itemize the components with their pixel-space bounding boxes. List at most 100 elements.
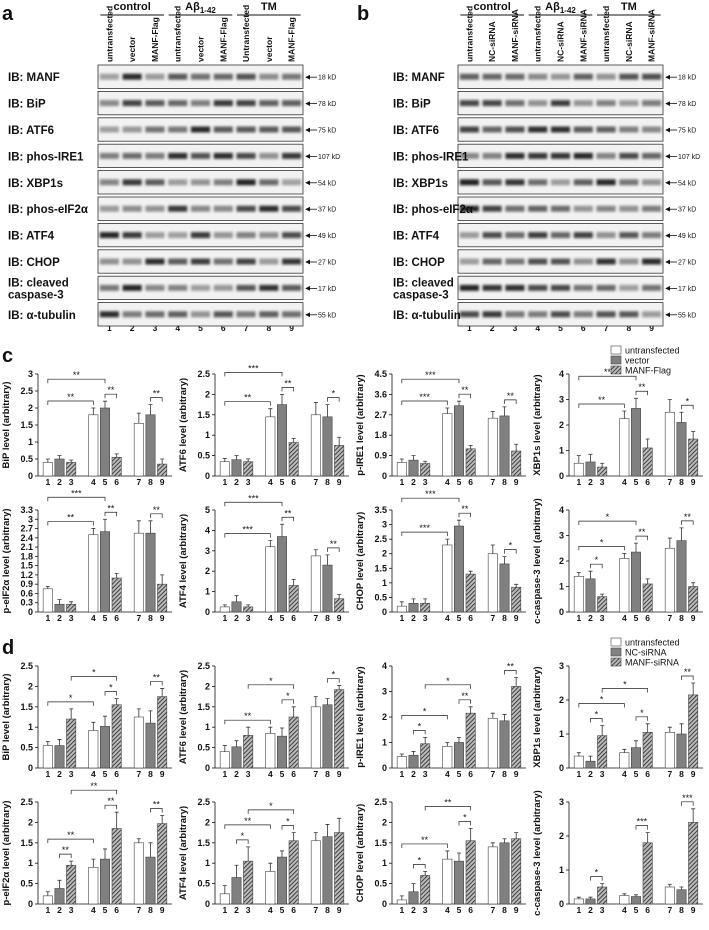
y-tick-label: 1 <box>205 858 210 868</box>
x-tick-label: 2 <box>234 477 239 487</box>
x-tick-label: 2 <box>588 905 593 915</box>
y-tick-label: 1.5 <box>374 563 387 573</box>
blot-band <box>122 284 142 291</box>
error-bar <box>136 708 141 717</box>
size-label: 107 kD <box>678 154 700 161</box>
x-tick-label: 7 <box>667 613 672 623</box>
x-tick-label: 6 <box>468 769 473 779</box>
bar <box>631 747 641 769</box>
significance-bracket <box>224 533 271 538</box>
y-axis-label: p-eIF2α level (arbitrary) <box>1 508 12 613</box>
significance-label: ** <box>638 382 646 392</box>
bar <box>310 555 321 613</box>
blot-band <box>459 152 479 159</box>
error-bar <box>445 742 450 747</box>
row-label: IB: phos-IRE1 <box>393 151 469 163</box>
blot-band <box>642 179 662 186</box>
blot-band <box>642 258 662 265</box>
significance-label: ** <box>421 835 429 845</box>
y-tick-label: 1.5 <box>374 838 387 848</box>
blot-band <box>213 258 233 265</box>
x-tick-label: 3 <box>600 905 605 915</box>
y-tick-label: 3 <box>559 395 564 405</box>
lane-number: 3 <box>153 323 158 333</box>
y-tick-label: 0 <box>559 471 564 481</box>
blot-band <box>190 258 211 265</box>
y-tick-label: 1 <box>28 858 33 868</box>
row-label: IB: α-tubulin <box>393 310 461 322</box>
x-tick-label: 3 <box>423 477 428 487</box>
x-tick-label: 5 <box>103 477 108 487</box>
bar <box>54 603 65 613</box>
significance-label: ** <box>244 711 252 721</box>
significance-bracket <box>224 401 271 406</box>
bar <box>88 730 99 769</box>
error-bar <box>325 698 330 705</box>
blot-band <box>190 100 211 107</box>
y-tick-label: 2 <box>382 549 387 559</box>
y-tick-label: 0 <box>382 607 387 617</box>
y-axis-label: p-eIF2α level (arbitrary) <box>1 800 12 905</box>
group-label: Aβ1-42 <box>545 1 576 15</box>
x-tick-label: 4 <box>91 613 96 623</box>
blot-band <box>596 284 616 291</box>
x-tick-label: 4 <box>445 769 450 779</box>
lane-label: NC-siRNA <box>556 21 566 62</box>
x-tick-label: 6 <box>291 613 296 623</box>
error-bar <box>691 808 696 823</box>
bar <box>42 745 53 769</box>
significance-bracket <box>578 403 625 408</box>
blot-band <box>596 232 616 239</box>
bar <box>619 418 630 477</box>
bar <box>573 462 584 477</box>
x-tick-label: 6 <box>291 769 296 779</box>
significance-label: *** <box>419 523 430 533</box>
error-bar <box>148 842 153 858</box>
y-tick-label: 2.5 <box>197 369 210 379</box>
y-tick-label: 1 <box>205 587 210 597</box>
y-axis-label: XBP1s level (arbitrary) <box>532 666 543 767</box>
x-tick-label: 9 <box>160 905 165 915</box>
blot-band <box>528 284 548 291</box>
error-bar <box>457 519 461 527</box>
x-tick-label: 6 <box>291 477 296 487</box>
x-tick-label: 3 <box>246 769 251 779</box>
significance-bracket <box>413 864 426 869</box>
blot-band <box>482 284 502 291</box>
x-tick-label: 7 <box>313 613 318 623</box>
x-tick-label: 1 <box>576 769 581 779</box>
x-tick-label: 9 <box>691 769 696 779</box>
significance-bracket <box>104 393 118 399</box>
y-axis-label: c-caspase-3 level (arbitrary) <box>532 790 543 916</box>
blot-band <box>505 205 525 212</box>
x-tick-label: 7 <box>136 613 141 623</box>
error-bar <box>622 748 627 753</box>
bar <box>334 832 345 905</box>
significance-label: ** <box>62 845 70 855</box>
x-tick-label: 5 <box>103 905 108 915</box>
y-tick-label: 1 <box>559 729 564 739</box>
bar <box>585 461 596 477</box>
bar <box>310 706 321 769</box>
significance-label: ** <box>444 798 452 808</box>
legend-swatch <box>610 637 622 647</box>
error-bar <box>576 572 581 577</box>
error-bar <box>679 886 684 890</box>
blot-band <box>550 152 571 159</box>
blot-band <box>213 126 233 133</box>
row-label: caspase-3 <box>8 289 64 301</box>
y-tick-label: 3 <box>559 797 564 807</box>
error-bar <box>45 458 50 463</box>
x-tick-label: 2 <box>411 477 416 487</box>
x-tick-label: 4 <box>91 477 96 487</box>
error-bar <box>667 883 672 887</box>
bar <box>619 895 630 905</box>
x-tick-label: 9 <box>160 769 165 779</box>
x-tick-label: 1 <box>222 769 227 779</box>
significance-bracket <box>104 511 118 517</box>
error-bar <box>313 696 318 707</box>
size-label: 78 kD <box>678 101 696 108</box>
bar <box>145 414 156 477</box>
x-tick-label: 3 <box>246 905 251 915</box>
y-tick-label: 2 <box>205 817 210 827</box>
